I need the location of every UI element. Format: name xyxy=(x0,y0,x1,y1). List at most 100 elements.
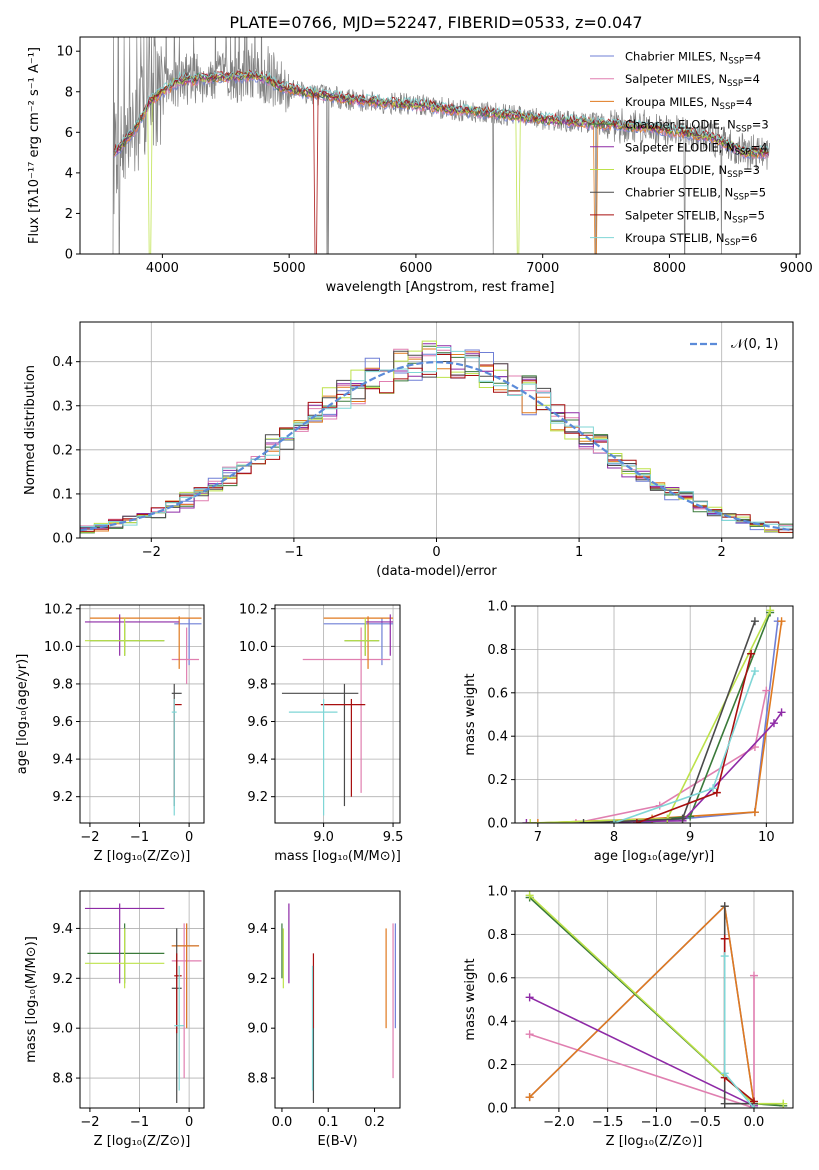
errorbar-salpeter_stelib xyxy=(173,698,182,797)
weight-marker xyxy=(571,819,580,823)
figure-title: PLATE=0766, MJD=52247, FIBERID=0533, z=0… xyxy=(229,13,642,32)
y-tick-label: 4 xyxy=(65,166,73,181)
x-tick-label: 9000 xyxy=(780,261,813,276)
weight-line xyxy=(575,690,768,823)
errorbar-salpeter_elodie xyxy=(84,903,165,984)
x-axis-label: Z [log₁₀(Z/Z⊙)] xyxy=(94,849,191,864)
histogram-kroupa_stelib xyxy=(80,347,793,538)
weight-series-salpeter_stelib xyxy=(720,934,758,1106)
x-axis-label: Z [log₁₀(Z/Z⊙)] xyxy=(606,1134,703,1149)
weight-marker xyxy=(779,1099,788,1108)
errorbar-kroupa_elodie xyxy=(84,928,165,989)
y-tick-label: 9.2 xyxy=(247,972,268,987)
weight-marker xyxy=(720,952,729,961)
spectrum-model-kroupa_miles xyxy=(113,73,769,254)
legend-label-chabrier_elodie: Chabrier ELODIE, NSSP=3 xyxy=(625,118,769,135)
weight-marker xyxy=(525,891,534,900)
y-tick-label: 10.2 xyxy=(44,602,73,617)
legend-label-salpeter_elodie: Salpeter ELODIE, NSSP=4 xyxy=(625,140,768,157)
y-tick-label: 8.8 xyxy=(247,1072,268,1087)
legend-label-salpeter_stelib: Salpeter STELIB, NSSP=5 xyxy=(625,208,765,225)
weight-marker xyxy=(747,649,756,658)
y-tick-label: 0.4 xyxy=(52,355,73,370)
x-tick-label: 10 xyxy=(758,830,775,845)
plot-area-spectrum xyxy=(112,37,770,254)
x-tick-label: 0 xyxy=(185,830,193,845)
weight-line xyxy=(537,621,783,823)
y-tick-label: 10.2 xyxy=(239,602,268,617)
weight-line xyxy=(529,904,755,1104)
plot-area-weight_vs_Z xyxy=(525,891,788,1108)
axes-age_vs_Z: −2 −1 0 9.2 9.4 9.6 9.8 10.0 10.2 Z [log₁₀(Z/Z⊙)]… xyxy=(15,602,205,864)
errorbar-kroupa_stelib xyxy=(171,698,177,816)
x-tick-label: −1 xyxy=(284,545,303,560)
panel-age_vs_Z: −2 −1 0 9.2 9.4 9.6 9.8 10.0 10.2 Z [log₁₀(Z/Z⊙)]… xyxy=(15,602,205,864)
legend-label-kroupa_miles: Kroupa MILES, NSSP=4 xyxy=(625,95,752,112)
axes-spectrum: 4000 5000 6000 7000 8000 9000 0 2 4 6 8 10 wavelengt… xyxy=(27,36,813,295)
legend-label-normal: 𝒩(0, 1) xyxy=(731,337,778,352)
weight-marker xyxy=(525,1093,534,1102)
weight-marker xyxy=(678,814,687,823)
x-tick-label: 0 xyxy=(185,1115,193,1130)
weight-series-kroupa_miles xyxy=(533,617,786,823)
spectrum-model-salpeter_stelib xyxy=(113,69,769,254)
weight-marker xyxy=(777,708,786,717)
legend-label-salpeter_miles: Salpeter MILES, NSSP=4 xyxy=(625,72,760,89)
weight-marker xyxy=(525,993,534,1002)
errorbar-salpeter_stelib xyxy=(174,953,182,1034)
y-tick-label: 0.2 xyxy=(52,443,73,458)
weight-series-kroupa_miles xyxy=(525,902,758,1108)
y-axis-label: mass weight xyxy=(463,958,478,1040)
weight-marker xyxy=(750,808,759,817)
errorbar-salpeter_elodie xyxy=(84,614,180,656)
plot-area-residuals xyxy=(80,340,793,538)
y-tick-label: 0.6 xyxy=(487,971,508,986)
errorbar-salpeter_stelib xyxy=(320,698,366,797)
weight-line xyxy=(529,975,755,1108)
plot-area-mass_vs_Z xyxy=(84,903,202,1104)
y-tick-label: 8.8 xyxy=(52,1072,73,1087)
y-tick-label: 9.4 xyxy=(52,922,73,937)
grid-age_vs_mass xyxy=(275,605,400,823)
x-axis-label: E(B-V) xyxy=(317,1134,357,1149)
weight-marker xyxy=(720,1069,729,1078)
y-tick-label: 0.8 xyxy=(487,643,508,658)
weight-marker xyxy=(749,1104,758,1108)
weight-series-salpeter_stelib xyxy=(632,649,756,823)
weight-marker xyxy=(610,819,619,823)
axes-mass_vs_Z: −2 −1 0 8.8 9.0 9.2 9.4 Z [log₁₀(Z/Z⊙)] mass [lo… xyxy=(24,890,205,1149)
x-axis-label: wavelength [Angstrom, rest frame] xyxy=(326,280,555,295)
x-tick-label: −2 xyxy=(80,1115,99,1130)
x-tick-label: −0.5 xyxy=(689,1115,721,1130)
x-tick-label: 9.0 xyxy=(313,830,334,845)
grid-weight_vs_age xyxy=(515,605,793,824)
frame-weight_vs_age xyxy=(514,605,794,824)
weight-marker xyxy=(632,819,641,823)
errorbar-salpeter_elodie xyxy=(365,614,394,656)
x-tick-label: 8 xyxy=(610,830,618,845)
frame-spectrum xyxy=(79,36,801,255)
x-axis-label: (data-model)/error xyxy=(376,564,497,579)
y-axis-label: Flux [fλ10⁻¹⁷ erg cm⁻² s⁻¹ A⁻¹] xyxy=(27,47,42,244)
legend-label-kroupa_stelib: Kroupa STELIB, NSSP=6 xyxy=(625,231,757,248)
x-tick-label: −1 xyxy=(130,1115,149,1130)
panel-age_vs_mass: 9.0 9.5 9.2 9.4 9.6 9.8 10.0 10.2 mass [log₁₀(M/… xyxy=(239,602,403,864)
panel-weight_vs_Z: −2.0 −1.5 −1.0 −0.5 0.0 0.0 0.2 0.4 0.6 0.8 1.0 Z [… xyxy=(463,885,794,1149)
y-tick-label: 10.0 xyxy=(239,640,268,655)
y-tick-label: 9.8 xyxy=(247,677,268,692)
errorbar-chabrier_miles xyxy=(174,618,202,666)
axes-mass_vs_ebv: 0.0 0.1 0.2 8.8 9.0 9.2 9.4 E(B-V) xyxy=(247,890,401,1149)
y-tick-label: 9.2 xyxy=(247,790,268,805)
x-tick-label: 0.0 xyxy=(744,1115,765,1130)
x-tick-label: 0.1 xyxy=(318,1115,339,1130)
frame-age_vs_mass xyxy=(274,604,401,824)
weight-marker xyxy=(720,1099,729,1108)
weight-marker xyxy=(766,606,775,615)
y-tick-label: 0.2 xyxy=(487,773,508,788)
errorbar-kroupa_stelib xyxy=(288,698,338,816)
axes-age_vs_mass: 9.0 9.5 9.2 9.4 9.6 9.8 10.0 10.2 mass [log₁₀(M/… xyxy=(239,602,403,864)
errorbar-salpeter_miles xyxy=(171,627,200,684)
spectrum-data-line xyxy=(112,37,770,254)
axes-residuals: −2 −1 0 1 2 0.0 0.1 0.2 0.3 0.4 (data-model)/error… xyxy=(23,321,794,579)
y-tick-label: 10 xyxy=(56,45,73,60)
